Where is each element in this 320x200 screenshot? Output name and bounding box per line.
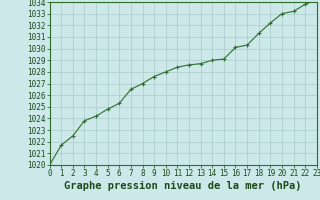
- X-axis label: Graphe pression niveau de la mer (hPa): Graphe pression niveau de la mer (hPa): [64, 181, 302, 191]
